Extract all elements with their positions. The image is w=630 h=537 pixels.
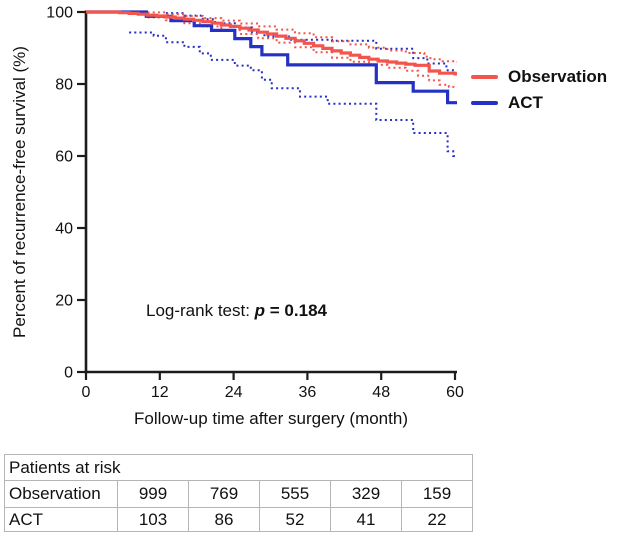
x-tick-label: 24 [225, 384, 243, 401]
risk-table-title: Patients at risk [4, 454, 473, 481]
risk-count: 41 [330, 507, 402, 532]
y-tick-label: 0 [64, 365, 73, 382]
risk-count: 999 [117, 480, 189, 508]
risk-table-title-row: Patients at risk [4, 454, 473, 481]
legend-line-observation [471, 75, 498, 79]
curve-act-95-ci-upper [165, 12, 457, 72]
risk-count: 769 [188, 480, 260, 508]
risk-count: 555 [259, 480, 331, 508]
y-tick-label: 100 [46, 5, 73, 22]
x-tick-label: 48 [372, 384, 390, 401]
curve-observation [86, 10, 457, 76]
curve-observation-95-ci-lower [147, 16, 457, 88]
legend-line-act [471, 101, 498, 105]
y-tick-label: 60 [55, 149, 73, 166]
y-tick-label: 40 [55, 221, 73, 238]
x-axis-title: Follow-up time after surgery (month) [134, 409, 408, 428]
annotation-p-value: = 0.184 [265, 301, 327, 320]
risk-count: 22 [401, 507, 473, 532]
curve-observation-95-ci-upper [147, 11, 457, 63]
risk-count: 52 [259, 507, 331, 532]
risk-row-label: ACT [4, 507, 118, 532]
risk-count: 103 [117, 507, 189, 532]
survival-plot-canvas: 0 20 40 60 80 100 0 12 24 36 48 60 [46, 5, 464, 402]
annotation-prefix: Log-rank test: [146, 301, 255, 320]
patients-at-risk-table: Patients at risk Observation 999 769 555… [4, 454, 473, 532]
y-tick-label: 80 [55, 77, 73, 94]
y-tick-label: 20 [55, 293, 73, 310]
x-tick-label: 12 [151, 384, 169, 401]
curve-act-95-ci-lower [129, 31, 457, 157]
risk-row-label: Observation [4, 480, 118, 508]
risk-row-observation: Observation 999 769 555 329 159 [4, 480, 473, 508]
y-axis-title: Percent of recurrence-free survival (%) [10, 46, 29, 338]
risk-count: 329 [330, 480, 402, 508]
annotation-p-symbol: p [254, 301, 266, 320]
log-rank-annotation: Log-rank test: p = 0.184 [146, 301, 327, 321]
x-tick-label: 36 [299, 384, 317, 401]
legend-label-observation: Observation [508, 67, 608, 86]
risk-count: 159 [401, 480, 473, 508]
legend-label-act: ACT [508, 93, 543, 112]
risk-count: 86 [188, 507, 260, 532]
x-tick-label: 0 [82, 384, 91, 401]
curve-act [86, 10, 457, 105]
risk-row-act: ACT 103 86 52 41 22 [4, 507, 473, 532]
x-tick-label: 60 [446, 384, 464, 401]
